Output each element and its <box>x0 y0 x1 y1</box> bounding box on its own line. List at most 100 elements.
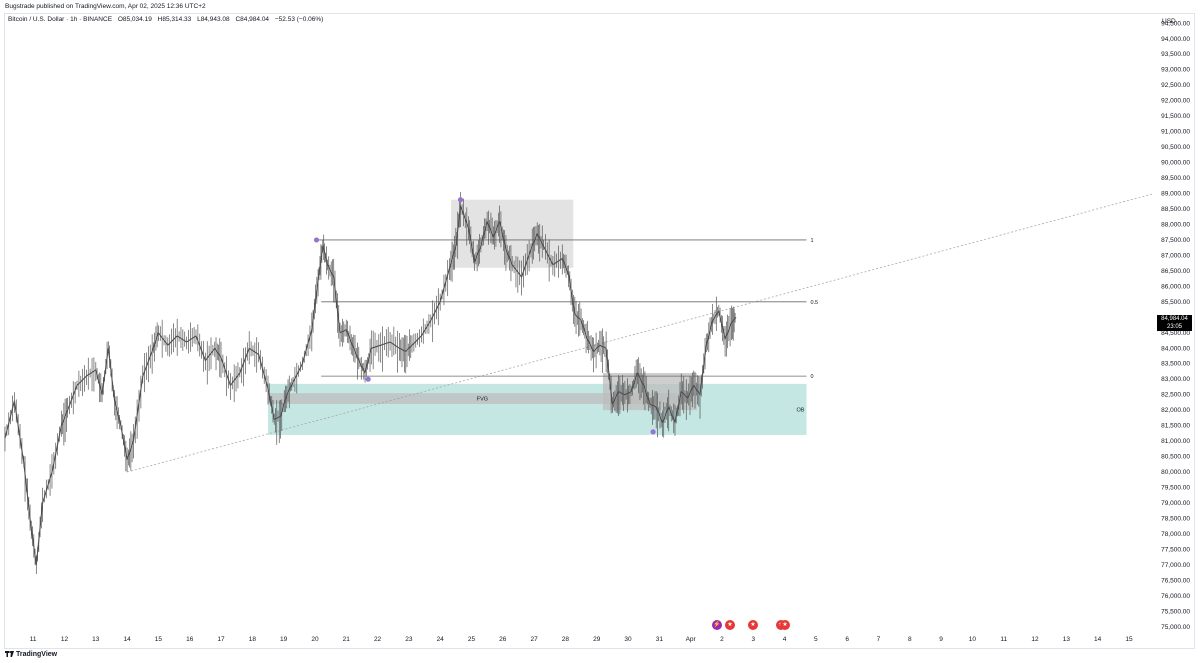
bar-countdown: 23:05 <box>1166 324 1182 330</box>
x-tick-label: 31 <box>656 636 664 643</box>
chart-frame <box>4 13 1195 649</box>
y-tick-label: 87,000.00 <box>1161 252 1190 259</box>
y-tick-label: 82,500.00 <box>1161 392 1190 399</box>
y-tick-label: 90,000.00 <box>1161 160 1190 167</box>
y-tick-label: 76,000.00 <box>1161 593 1190 600</box>
ohlc-change: −52.53 (−0.06%) <box>274 16 324 23</box>
y-tick-label: 91,000.00 <box>1161 129 1190 136</box>
y-tick-label: 80,000.00 <box>1161 469 1190 476</box>
x-tick-label: 12 <box>61 636 69 643</box>
x-tick-label: 7 <box>877 636 881 643</box>
x-tick-label: 14 <box>123 636 131 643</box>
x-tick-label: 14 <box>1094 636 1102 643</box>
y-tick-label: 83,000.00 <box>1161 376 1190 383</box>
x-tick-label: 13 <box>92 636 100 643</box>
y-tick-label: 80,500.00 <box>1161 454 1190 461</box>
x-tick-label: 15 <box>155 636 163 643</box>
x-tick-label: 26 <box>499 636 507 643</box>
x-tick-label: 4 <box>783 636 787 643</box>
y-tick-label: 78,000.00 <box>1161 531 1190 538</box>
y-tick-label: 92,500.00 <box>1161 82 1190 89</box>
x-tick-label: 5 <box>814 636 818 643</box>
trendline[interactable] <box>127 193 1155 473</box>
x-tick-label: 17 <box>217 636 225 643</box>
us-flag-icon[interactable]: ★ <box>780 620 790 630</box>
last-price-tag: 84,984.04 23:05 <box>1157 315 1192 331</box>
y-tick-label: 91,500.00 <box>1161 113 1190 120</box>
y-tick-label: 75,500.00 <box>1161 608 1190 615</box>
x-tick-label: 11 <box>1000 636 1007 643</box>
y-tick-label: 78,500.00 <box>1161 515 1190 522</box>
level-label-1: 1 <box>810 238 813 244</box>
y-tick-label: 90,500.00 <box>1161 144 1190 151</box>
ohlc-high: H85,314.33 <box>157 16 192 23</box>
tradingview-brand: TradingView <box>16 651 58 658</box>
x-tick-label: 28 <box>562 636 570 643</box>
level-label-0.5: 0.5 <box>810 300 818 306</box>
y-tick-label: 81,500.00 <box>1161 423 1190 430</box>
y-tick-label: 94,000.00 <box>1161 36 1190 43</box>
y-tick-label: 86,000.00 <box>1161 283 1190 290</box>
x-tick-label: 20 <box>311 636 319 643</box>
symbol-name[interactable]: Bitcoin / U.S. Dollar · 1h · BINANCE <box>8 16 113 23</box>
y-tick-label: 93,500.00 <box>1161 51 1190 58</box>
x-tick-label: 2 <box>720 636 724 643</box>
us-flag-icon[interactable]: ★ <box>748 620 758 630</box>
y-tick-label: 88,500.00 <box>1161 206 1190 213</box>
x-tick-label: 10 <box>969 636 977 643</box>
y-tick-label: 88,000.00 <box>1161 221 1190 228</box>
y-tick-label: 77,000.00 <box>1161 562 1190 569</box>
y-tick-label: 89,000.00 <box>1161 191 1190 198</box>
x-tick-label: 12 <box>1031 636 1039 643</box>
x-tick-label: 19 <box>280 636 288 643</box>
x-tick-label: 25 <box>468 636 476 643</box>
ohlc-low: L84,943.08 <box>197 16 230 23</box>
y-tick-label: 93,000.00 <box>1161 67 1190 74</box>
published-header: Bugstrade published on TradingView.com, … <box>5 3 206 10</box>
pivot-marker[interactable] <box>650 429 656 435</box>
x-tick-label: 18 <box>249 636 257 643</box>
y-tick-label: 82,000.00 <box>1161 407 1190 414</box>
x-tick-label: 30 <box>624 636 632 643</box>
x-tick-label: Apr <box>686 636 697 643</box>
us-flag-icon[interactable]: ★ <box>725 620 735 630</box>
zone-fvg[interactable] <box>267 393 697 404</box>
level-label-0: 0 <box>810 374 813 380</box>
x-tick-label: 9 <box>939 636 943 643</box>
zone-label-fvg: FVG <box>477 397 488 403</box>
y-tick-label: 83,500.00 <box>1161 361 1190 368</box>
x-tick-label: 24 <box>437 636 445 643</box>
x-tick-label: 3 <box>751 636 755 643</box>
zone-ob[interactable] <box>267 383 807 435</box>
pivot-marker[interactable] <box>365 376 371 382</box>
y-tick-label: 84,000.00 <box>1161 345 1190 352</box>
tradingview-logo-icon <box>5 651 14 657</box>
y-tick-label: 92,000.00 <box>1161 98 1190 105</box>
y-tick-label: 87,500.00 <box>1161 237 1190 244</box>
pivot-marker[interactable] <box>457 197 464 203</box>
y-tick-label: 76,500.00 <box>1161 577 1190 584</box>
symbol-legend: Bitcoin / U.S. Dollar · 1h · BINANCE O85… <box>8 16 327 23</box>
ohlc-close: C84,984.04 <box>235 16 270 23</box>
y-tick-label: 77,500.00 <box>1161 546 1190 553</box>
y-tick-label: 79,500.00 <box>1161 485 1190 492</box>
lightning-icon[interactable]: ⚡ <box>712 620 722 630</box>
x-tick-label: 21 <box>343 636 351 643</box>
x-tick-label: 8 <box>908 636 912 643</box>
x-tick-label: 13 <box>1063 636 1071 643</box>
x-tick-label: 15 <box>1125 636 1133 643</box>
y-tick-label: 85,500.00 <box>1161 299 1190 306</box>
y-tick-label: 86,500.00 <box>1161 268 1190 275</box>
currency-label: USD <box>1162 18 1176 25</box>
y-tick-label: 84,500.00 <box>1161 330 1190 337</box>
zone-label-ob: OB <box>797 407 805 413</box>
ohlc-open: O85,034.19 <box>117 16 152 23</box>
x-tick-label: 27 <box>530 636 538 643</box>
tradingview-footer: TradingView <box>5 651 57 658</box>
y-tick-label: 75,000.00 <box>1161 624 1190 631</box>
x-tick-label: 29 <box>593 636 601 643</box>
pivot-marker[interactable] <box>313 237 320 243</box>
x-tick-label: 23 <box>405 636 413 643</box>
x-tick-label: 16 <box>186 636 194 643</box>
